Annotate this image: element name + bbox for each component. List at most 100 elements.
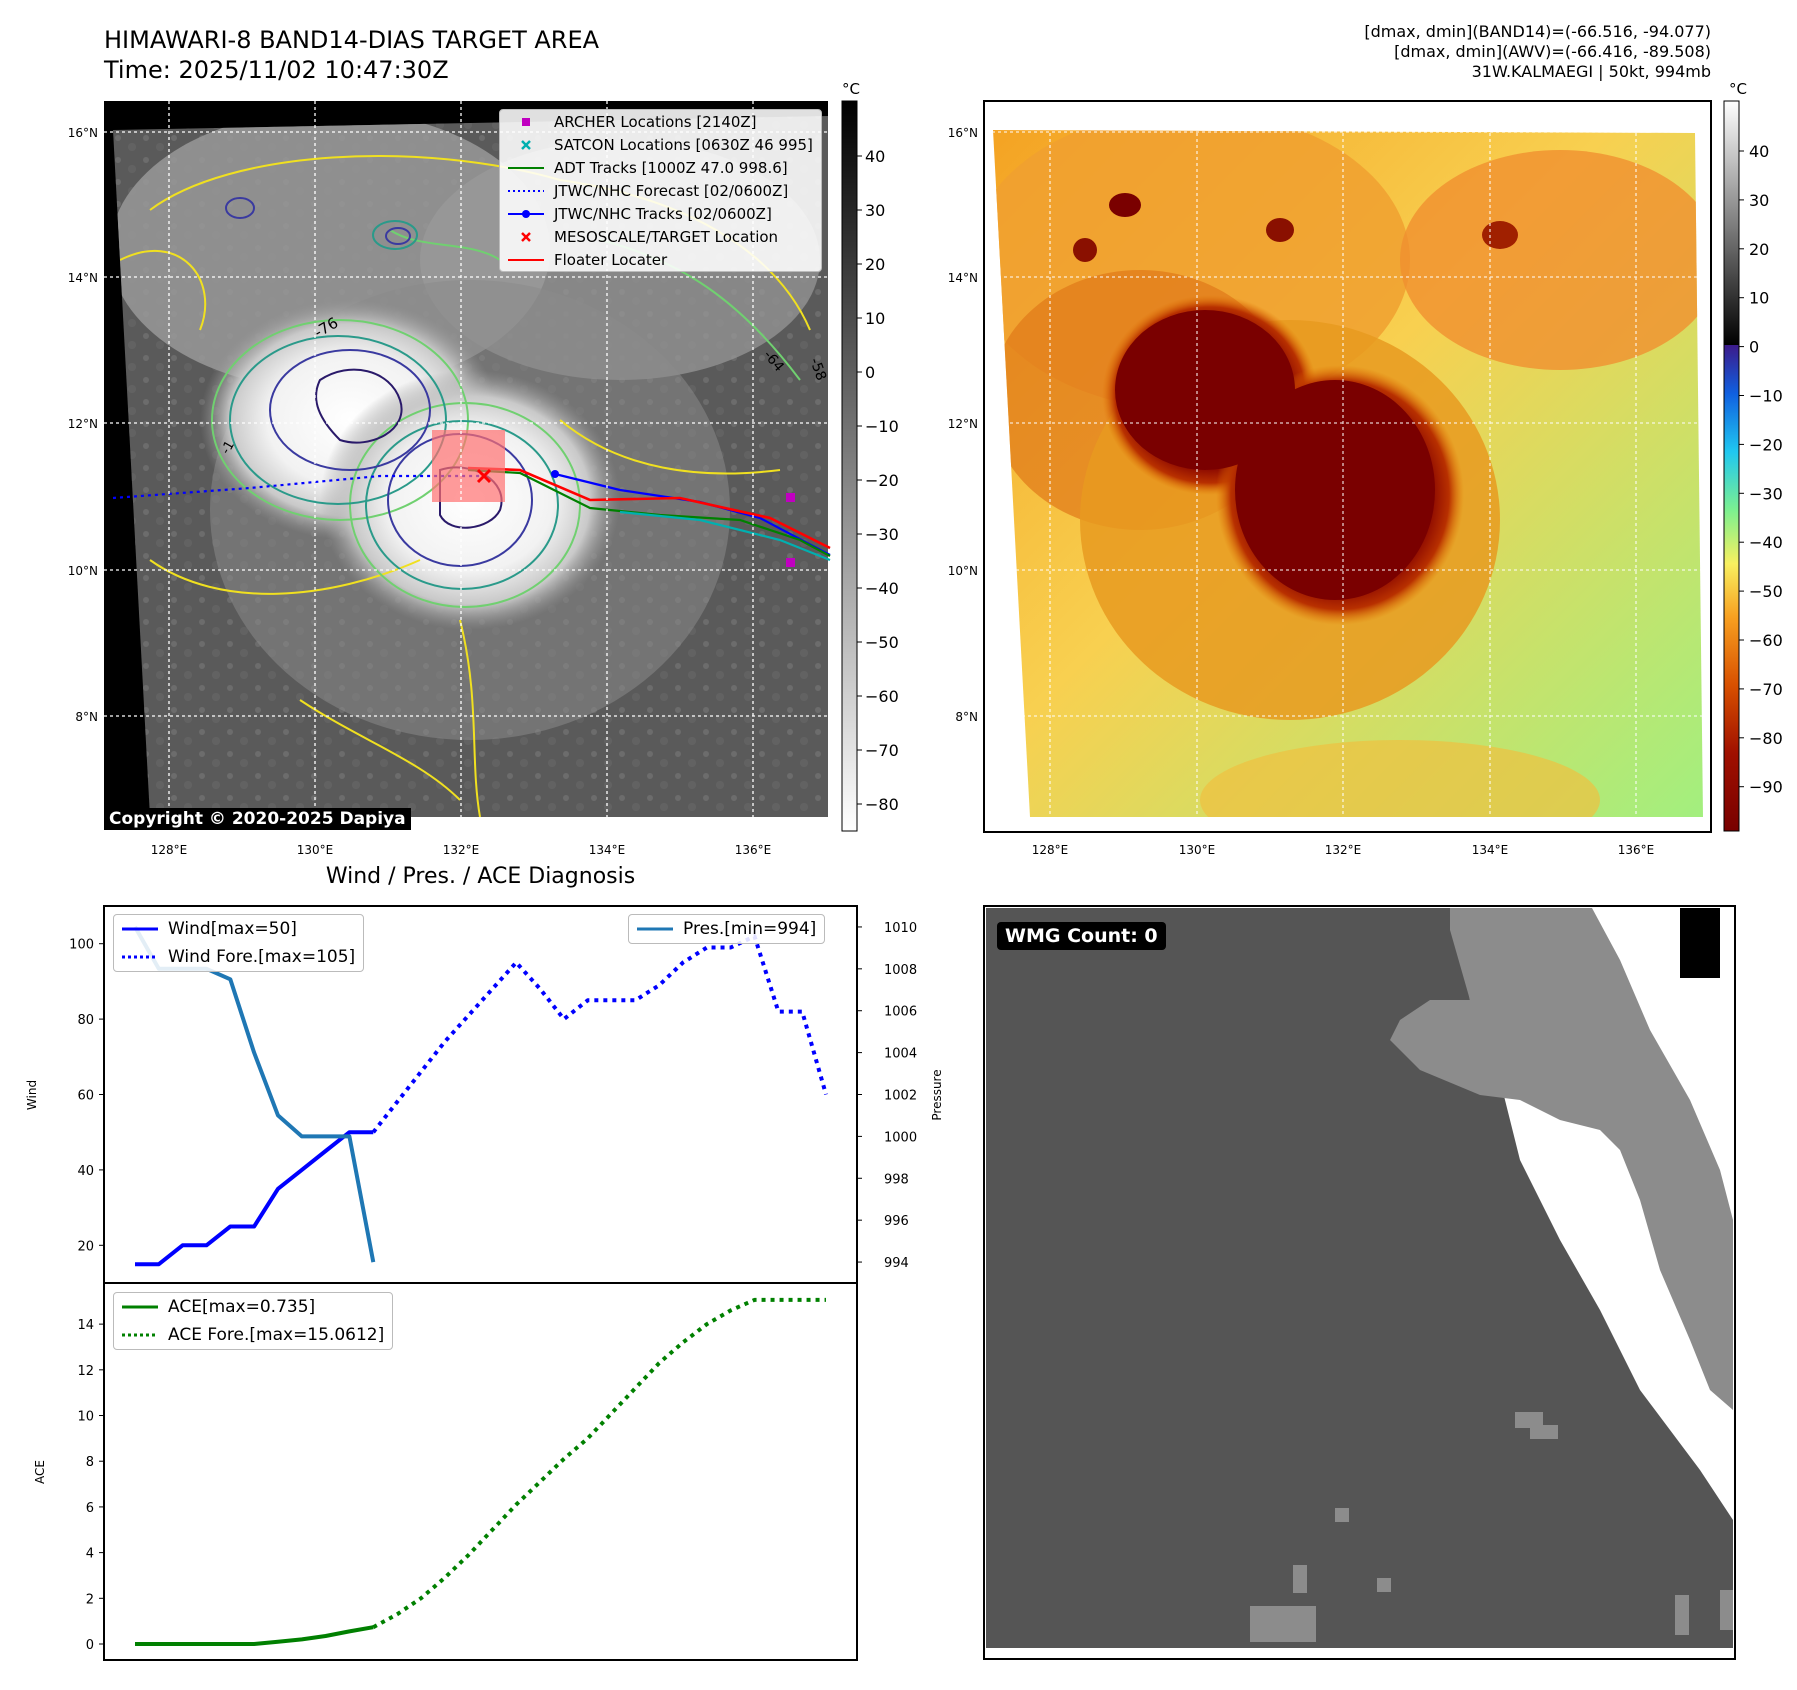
- y-right-tick-label: 998: [884, 1172, 909, 1187]
- colorbar-tick-label: 40: [865, 147, 885, 166]
- series-line: [135, 1130, 374, 1267]
- legend-entry: Wind Fore.[max=105]: [114, 943, 363, 971]
- legend-label: Wind Fore.[max=105]: [168, 947, 356, 967]
- y-right-tick-label: 1006: [884, 1005, 917, 1020]
- colorbar-tick-label: −30: [865, 525, 899, 544]
- colorbar-tick-label: −70: [1749, 680, 1783, 699]
- y-tick-label: 2: [86, 1592, 94, 1607]
- colorbar-tick-label: −80: [1749, 729, 1783, 748]
- colorbar-tick-label: 20: [1749, 240, 1769, 259]
- colorbar-tick-label: 10: [1749, 289, 1769, 308]
- lon-tick-label: 128°E: [1032, 843, 1069, 857]
- y-tick-label: 6: [86, 1501, 94, 1516]
- legend-entry: Floater Locater: [500, 248, 821, 271]
- diagnosis-title: Wind / Pres. / ACE Diagnosis: [325, 864, 636, 889]
- colorbar-tick-label: −20: [865, 471, 899, 490]
- legend-label: Pres.[min=994]: [683, 919, 817, 939]
- lon-tick-label: 134°E: [1472, 843, 1509, 857]
- wmg-count-label: WMG Count: 0: [997, 922, 1166, 950]
- y-tick-label: 20: [77, 1239, 94, 1254]
- legend-label: JTWC/NHC Tracks [02/0600Z]: [554, 204, 772, 223]
- lat-tick-label: 14°N: [948, 271, 978, 285]
- colorbar-tick-label: −40: [865, 579, 899, 598]
- ace-legend: ACE[max=0.735] ACE Fore.[max=15.0612]: [113, 1292, 394, 1350]
- colorbar-tick-label: 30: [1749, 191, 1769, 210]
- legend-label: MESOSCALE/TARGET Location: [554, 227, 779, 246]
- colorbar-tick-label: −10: [1749, 387, 1783, 406]
- lat-tick-label: 8°N: [75, 710, 98, 724]
- y-tick-label: 10: [77, 1410, 94, 1425]
- wind-legend: Wind[max=50] Wind Fore.[max=105]: [113, 914, 365, 972]
- lat-tick-label: 16°N: [68, 126, 98, 140]
- legend-entry: JTWC/NHC Tracks [02/0600Z]: [500, 202, 821, 225]
- colorbar-tick-label: 0: [1749, 338, 1759, 357]
- y-tick-label: 4: [86, 1547, 94, 1562]
- series-line: [372, 1297, 826, 1629]
- legend-entry: ACE[max=0.735]: [114, 1293, 392, 1321]
- legend-entry: Wind[max=50]: [114, 915, 363, 943]
- legend-label: JTWC/NHC Forecast [02/0600Z]: [554, 181, 789, 200]
- map-legend: ARCHER Locations [2140Z] SATCON Locations…: [499, 109, 822, 272]
- legend-entry: ADT Tracks [1000Z 47.0 998.6]: [500, 156, 821, 179]
- color-colorbar: °C 40 30 20 10 0 −10 −20 −30 −40 −50 −60 −70 −80 −90: [1723, 80, 1783, 832]
- colorbar-tick-label: 10: [865, 309, 885, 328]
- lon-tick-label: 130°E: [1179, 843, 1216, 857]
- y-right-tick-label: 1000: [884, 1130, 917, 1145]
- lat-tick-label: 8°N: [955, 710, 978, 724]
- legend-entry: JTWC/NHC Forecast [02/0600Z]: [500, 179, 821, 202]
- legend-entry: Pres.[min=994]: [629, 915, 824, 943]
- y-tick-label: 100: [69, 938, 94, 953]
- colorbar-tick-label: −40: [1749, 533, 1783, 552]
- colorbar-unit: °C: [1729, 80, 1747, 98]
- y-tick-label: 14: [77, 1318, 94, 1333]
- legend-label: Floater Locater: [554, 250, 668, 269]
- legend-entry: MESOSCALE/TARGET Location: [500, 225, 821, 248]
- y-tick-label: 0: [86, 1638, 94, 1653]
- color-map-panel: [983, 100, 1712, 833]
- awv-range: [dmax, dmin](AWV)=(-66.416, -89.508): [1394, 42, 1711, 61]
- legend-label: ACE[max=0.735]: [168, 1297, 316, 1317]
- colorbar-tick-label: −50: [1749, 582, 1783, 601]
- legend-entry: SATCON Locations [0630Z 46 995]: [500, 133, 821, 156]
- colorbar-unit: °C: [842, 80, 860, 98]
- storm-info: 31W.KALMAEGI | 50kt, 994mb: [1471, 62, 1711, 81]
- lon-tick-label: 132°E: [443, 843, 480, 857]
- wind-axis-label: Wind: [25, 1080, 39, 1110]
- y-tick-label: 40: [77, 1164, 94, 1179]
- y-tick-label: 12: [77, 1364, 94, 1379]
- lat-tick-label: 12°N: [68, 417, 98, 431]
- copyright-label: Copyright © 2020-2025 Dapiya: [104, 808, 411, 830]
- lon-tick-label: 136°E: [735, 843, 772, 857]
- lat-tick-label: 12°N: [948, 417, 978, 431]
- lon-tick-label: 136°E: [1618, 843, 1655, 857]
- colorbar-tick-label: −10: [865, 417, 899, 436]
- pressure-legend: Pres.[min=994]: [628, 914, 826, 944]
- colorbar-tick-label: −60: [865, 687, 899, 706]
- header-info: [dmax, dmin](BAND14)=(-66.516, -94.077) …: [1364, 22, 1711, 82]
- legend-entry: ARCHER Locations [2140Z]: [500, 110, 821, 133]
- lat-tick-label: 14°N: [68, 271, 98, 285]
- ir-colorbar: °C 40 30 20 10 0 −10 −20 −30 −40 −50 −60 −70 −80: [841, 80, 899, 832]
- lat-tick-label: 10°N: [948, 564, 978, 578]
- y-tick-label: 80: [77, 1013, 94, 1028]
- colorbar-tick-label: −60: [1749, 631, 1783, 650]
- lon-tick-label: 134°E: [589, 843, 626, 857]
- legend-label: Wind[max=50]: [168, 919, 297, 939]
- lat-tick-label: 16°N: [948, 126, 978, 140]
- contour-label: -58: [806, 356, 829, 383]
- pressure-axis-label: Pressure: [930, 1069, 944, 1120]
- series-line: [135, 1625, 374, 1646]
- y-tick-label: 60: [77, 1089, 94, 1104]
- colorbar-tick-label: −50: [865, 633, 899, 652]
- figure-title: HIMAWARI-8 BAND14-DIAS TARGET AREA: [104, 26, 600, 54]
- colorbar-tick-label: 40: [1749, 142, 1769, 161]
- colorbar-tick-label: 20: [865, 255, 885, 274]
- lon-tick-label: 132°E: [1325, 843, 1362, 857]
- figure-time: Time: 2025/11/02 10:47:30Z: [104, 56, 449, 84]
- wmg-panel: [983, 905, 1736, 1660]
- y-right-tick-label: 1008: [884, 963, 917, 978]
- legend-entry: ACE Fore.[max=15.0612]: [114, 1321, 392, 1349]
- legend-label: ARCHER Locations [2140Z]: [554, 112, 757, 131]
- legend-label: ADT Tracks [1000Z 47.0 998.6]: [554, 158, 788, 177]
